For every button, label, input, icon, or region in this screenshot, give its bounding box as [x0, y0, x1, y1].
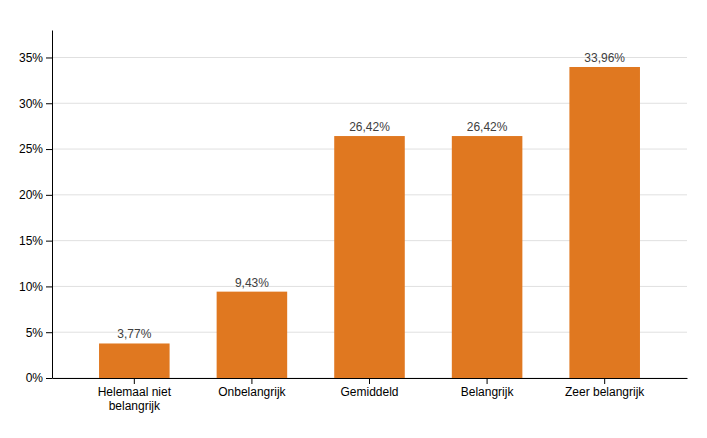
y-tick-label: 35% [19, 51, 43, 65]
x-tick-label: Zeer belangrijk [565, 385, 645, 399]
data-label: 33,96% [584, 51, 625, 65]
x-tick: Belangrijk [461, 378, 515, 399]
x-tick: Zeer belangrijk [565, 378, 645, 399]
bar [217, 292, 288, 378]
bar [569, 67, 640, 378]
x-tick-label: Onbelangrijk [218, 385, 286, 399]
y-tick-mark [46, 378, 52, 379]
y-tick-label: 10% [19, 280, 43, 294]
data-label: 9,43% [235, 276, 269, 290]
y-tick: 30% [19, 97, 52, 111]
y-tick: 15% [19, 234, 52, 248]
y-tick: 35% [19, 51, 52, 65]
data-label: 26,42% [349, 120, 390, 134]
y-tick-mark [46, 195, 52, 196]
x-tick-label-line: belangrijk [109, 399, 161, 413]
x-tick-label-line: Belangrijk [461, 385, 515, 399]
plot: 0% 5% 10% 15% 20% 25% 30% 35% Helemaal nietbelan… [19, 31, 688, 413]
data-label: 26,42% [467, 120, 508, 134]
y-tick: 5% [26, 326, 52, 340]
x-tick: Helemaal nietbelangrijk [98, 378, 172, 413]
x-tick-mark [251, 378, 252, 384]
y-tick-mark [46, 241, 52, 242]
bars [99, 67, 640, 378]
y-tick-label: 25% [19, 142, 43, 156]
y-tick-label: 15% [19, 234, 43, 248]
x-axis: Helemaal nietbelangrijk Onbelangrijk Gemid… [53, 378, 688, 413]
y-tick-label: 5% [26, 326, 44, 340]
x-tick: Onbelangrijk [218, 378, 286, 399]
chart: 0% 5% 10% 15% 20% 25% 30% 35% Helemaal nietbelan… [0, 0, 707, 438]
x-tick-mark [604, 378, 605, 384]
y-tick-label: 20% [19, 188, 43, 202]
x-tick-label: Gemiddeld [340, 385, 398, 399]
x-tick-mark [134, 378, 135, 384]
x-tick-label: Helemaal nietbelangrijk [98, 385, 172, 413]
y-tick: 0% [26, 371, 52, 385]
y-axis: 0% 5% 10% 15% 20% 25% 30% 35% [19, 31, 53, 386]
y-axis-line [52, 31, 53, 379]
y-tick-mark [46, 103, 52, 104]
y-tick: 20% [19, 188, 52, 202]
y-tick-label: 30% [19, 97, 43, 111]
y-tick-mark [46, 332, 52, 333]
y-tick-mark [46, 149, 52, 150]
y-tick: 25% [19, 142, 52, 156]
x-tick-label: Belangrijk [461, 385, 515, 399]
x-tick: Gemiddeld [340, 378, 398, 399]
x-tick-label-line: Onbelangrijk [218, 385, 286, 399]
data-label: 3,77% [117, 327, 151, 341]
bar [334, 136, 405, 378]
x-tick-label-line: Zeer belangrijk [565, 385, 645, 399]
x-tick-mark [369, 378, 370, 384]
data-labels: 3,77% 9,43% 26,42% 26,42% 33,96% [117, 51, 625, 341]
grid [52, 57, 687, 378]
y-tick: 10% [19, 280, 52, 294]
x-tick-mark [487, 378, 488, 384]
y-tick-label: 0% [26, 371, 44, 385]
bar [99, 343, 170, 378]
y-tick-mark [46, 286, 52, 287]
bar [452, 136, 523, 378]
y-tick-mark [46, 57, 52, 58]
x-tick-label-line: Gemiddeld [340, 385, 398, 399]
x-tick-label-line: Helemaal niet [98, 385, 172, 399]
